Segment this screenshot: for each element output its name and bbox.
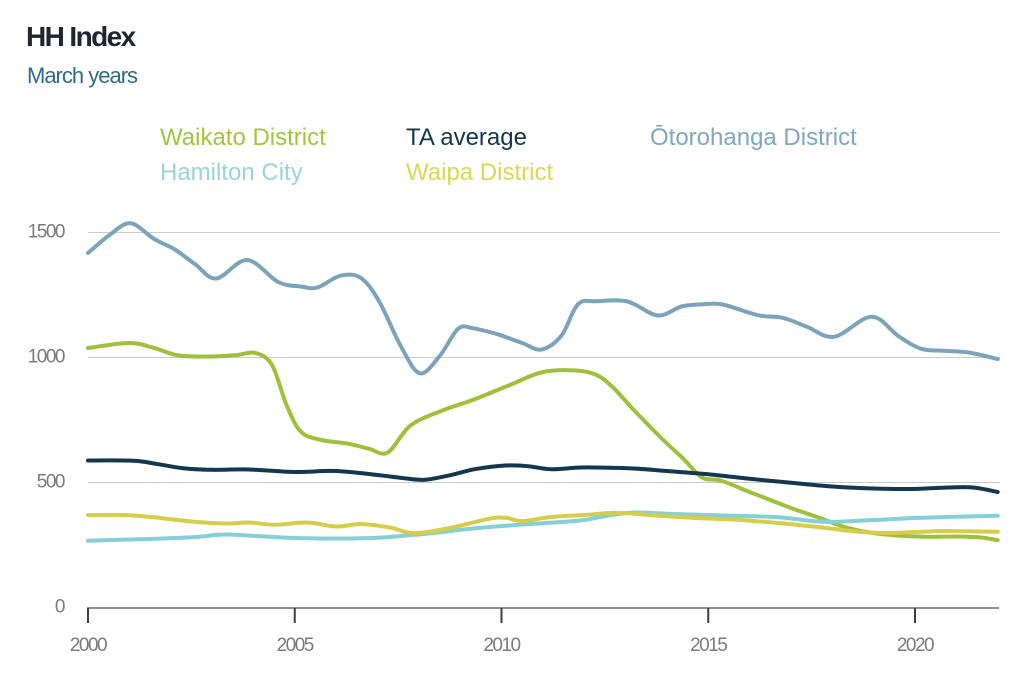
svg-text:500: 500 — [37, 472, 65, 493]
svg-text:2015: 2015 — [690, 635, 727, 656]
svg-text:2010: 2010 — [483, 635, 520, 656]
svg-text:2000: 2000 — [70, 635, 107, 656]
svg-text:0: 0 — [55, 597, 65, 618]
svg-text:2020: 2020 — [897, 635, 934, 656]
svg-text:1000: 1000 — [28, 347, 65, 368]
svg-text:1500: 1500 — [28, 222, 65, 243]
svg-text:2005: 2005 — [277, 635, 314, 656]
